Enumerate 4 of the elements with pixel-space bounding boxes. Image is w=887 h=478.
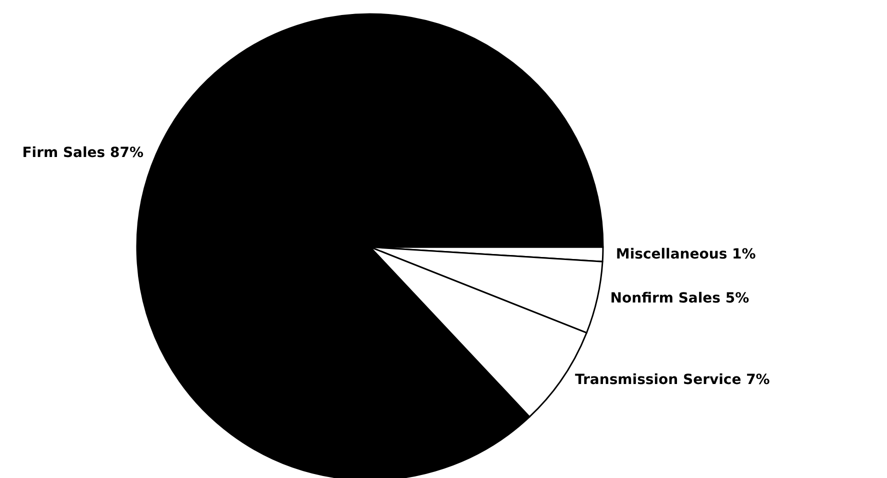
slice-label: Miscellaneous 1% — [616, 246, 756, 262]
slice-label: Transmission Service 7% — [575, 372, 770, 388]
slice-label: Nonfirm Sales 5% — [610, 290, 750, 307]
slice-label: Firm Sales 87% — [22, 144, 144, 161]
